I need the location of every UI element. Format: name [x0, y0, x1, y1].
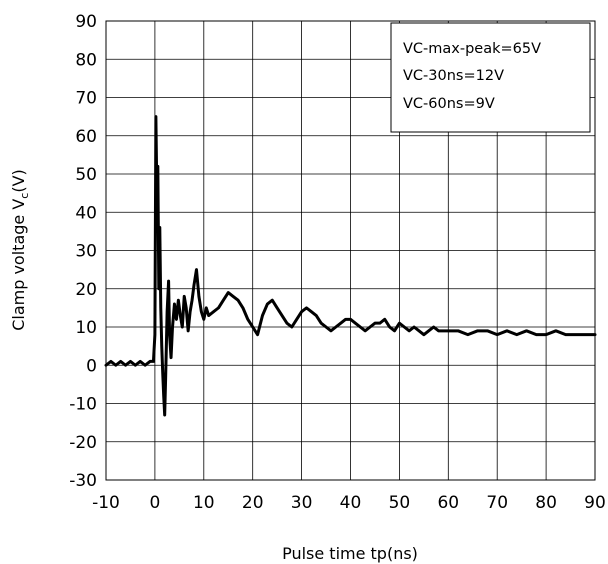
x-tick-label: 80 [535, 493, 557, 513]
x-tick-label: 60 [437, 493, 459, 513]
y-axis-title-main: Clamp voltage V [9, 199, 28, 331]
x-tick-label: 90 [584, 493, 606, 513]
annotation-line-30ns: VC-30ns=12V [403, 68, 504, 84]
annotation-box: VC-max-peak=65V VC-30ns=12V VC-60ns=9V [390, 22, 591, 133]
x-tick-label: 20 [242, 493, 264, 513]
y-tick-label: -30 [69, 471, 97, 491]
y-tick-label: -20 [69, 433, 97, 453]
y-tick-label: 30 [75, 242, 97, 262]
x-tick-labels: -10 0 10 20 30 40 50 60 70 80 90 [92, 493, 606, 513]
y-axis-title-unit: (V) [9, 169, 28, 192]
y-tick-label: 90 [75, 12, 97, 32]
series-layer [104, 115, 597, 417]
plot-border [105, 20, 596, 481]
y-tick-label: 40 [75, 203, 97, 223]
y-tick-labels: -30 -20 -10 0 10 20 30 40 50 60 70 80 90 [69, 12, 97, 491]
x-tick-label: 0 [149, 493, 160, 513]
y-tick-label: 10 [75, 318, 97, 338]
x-axis-title: Pulse time tp(ns) [282, 544, 418, 563]
y-axis-title: Clamp voltage Vc(V) [9, 169, 31, 331]
y-tick-label: 0 [86, 356, 97, 376]
x-tick-label: 40 [340, 493, 362, 513]
x-tick-label: 50 [389, 493, 411, 513]
y-tick-label: 70 [75, 89, 97, 109]
series-line [104, 115, 597, 417]
x-tick-label: 30 [291, 493, 313, 513]
y-tick-label: 80 [75, 50, 97, 70]
y-tick-label: 50 [75, 165, 97, 185]
annotation-box-frame [390, 22, 591, 133]
x-tick-label: 10 [193, 493, 215, 513]
y-tick-label: 20 [75, 280, 97, 300]
x-tick-label: 70 [486, 493, 508, 513]
y-tick-label: 60 [75, 127, 97, 147]
annotation-line-60ns: VC-60ns=9V [403, 96, 495, 112]
y-tick-label: -10 [69, 395, 97, 415]
annotation-line-max-peak: VC-max-peak=65V [403, 41, 541, 57]
x-tick-label: -10 [92, 493, 120, 513]
y-axis-title-subscript: c [18, 193, 31, 199]
